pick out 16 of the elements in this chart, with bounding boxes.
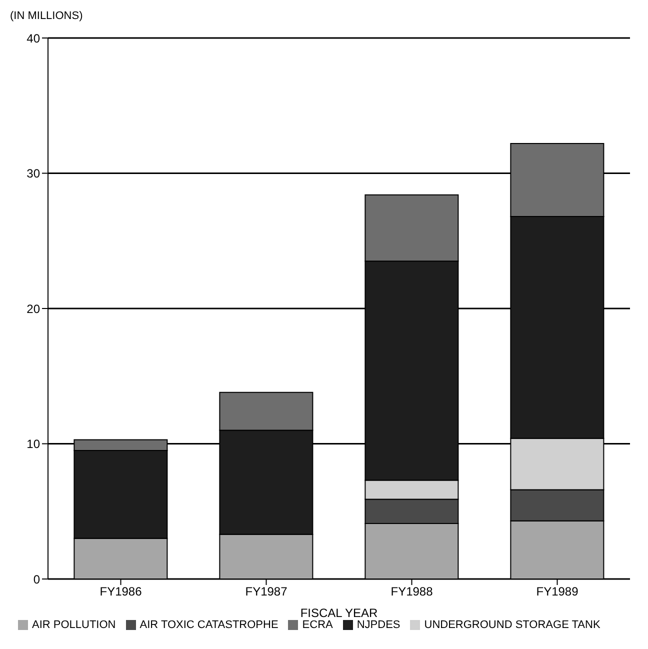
- legend-label: AIR TOXIC CATASTROPHE: [140, 619, 278, 631]
- y-tick-label: 20: [26, 302, 40, 316]
- y-tick-label: 10: [26, 437, 40, 452]
- x-tick-label: FY1988: [390, 584, 434, 599]
- legend-label: UNDERGROUND STORAGE TANK: [424, 619, 600, 631]
- legend-label: NJPDES: [356, 619, 400, 631]
- x-tick-label: FY1989: [536, 584, 579, 599]
- legend-label: ECRA: [302, 619, 333, 631]
- y-tick-label: 30: [26, 166, 40, 181]
- x-tick-label: FY1986: [100, 584, 142, 599]
- y-tick-label: 40: [26, 31, 40, 46]
- x-tick-label: FY1987: [245, 584, 288, 599]
- legend-label: AIR POLLUTION: [32, 619, 116, 631]
- y-axis-title: (IN MILLIONS): [10, 10, 83, 22]
- y-tick-label: 0: [33, 572, 40, 586]
- x-axis-title: FISCAL YEAR: [300, 606, 378, 620]
